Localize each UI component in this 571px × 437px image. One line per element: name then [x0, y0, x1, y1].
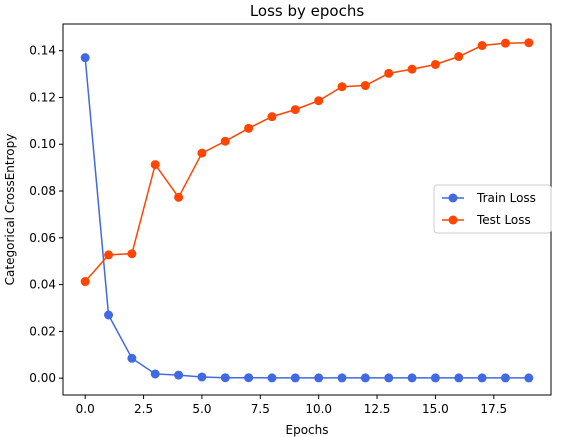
test-loss-point	[127, 249, 137, 259]
test-loss-point	[384, 68, 394, 78]
y-axis: 0.00 0.02 0.04 0.06 0.08 0.10 0.12 0.14	[29, 44, 63, 385]
test-loss-point	[500, 38, 510, 48]
train-loss-point	[430, 373, 440, 383]
chart-title: Loss by epochs	[250, 2, 365, 20]
y-tick-label: 0.14	[29, 44, 56, 58]
x-tick-label: 17.5	[480, 402, 507, 416]
x-axis-title: Epochs	[286, 423, 329, 437]
x-tick-label: 7.5	[251, 402, 270, 416]
train-loss-point	[150, 369, 160, 379]
test-loss-point	[407, 64, 417, 74]
test-loss-point	[454, 52, 464, 62]
y-tick-label: 0.02	[29, 324, 56, 338]
train-loss-legend-label: Train Loss	[476, 191, 536, 205]
x-tick-label: 0.0	[76, 402, 95, 416]
x-tick-label: 12.5	[364, 402, 391, 416]
train-loss-point	[407, 373, 417, 383]
test-loss-point	[244, 123, 254, 133]
train-loss-point	[244, 373, 254, 383]
train-loss-point	[500, 373, 510, 383]
train-loss-point	[220, 373, 230, 383]
train-loss-point	[524, 373, 534, 383]
train-loss-point	[267, 373, 277, 383]
test-loss-point	[314, 96, 324, 106]
y-tick-label: 0.12	[29, 90, 56, 104]
train-loss-point	[477, 373, 487, 383]
train-loss-legend-marker	[448, 193, 458, 203]
train-loss-point	[337, 373, 347, 383]
train-loss-point	[127, 353, 137, 363]
y-tick-label: 0.04	[29, 278, 56, 292]
test-loss-point	[220, 136, 230, 146]
test-loss-point	[337, 82, 347, 92]
legend: Train Loss Test Loss	[433, 184, 552, 234]
train-loss-point	[174, 370, 184, 380]
y-tick-label: 0.08	[29, 184, 56, 198]
test-loss-point	[360, 81, 370, 91]
train-loss-point	[104, 310, 114, 320]
plot-area	[80, 38, 534, 383]
train-loss-point	[384, 373, 394, 383]
x-tick-label: 5.0	[192, 402, 211, 416]
train-loss-point	[290, 373, 300, 383]
test-loss-point	[477, 41, 487, 51]
test-loss-legend-marker	[448, 215, 458, 225]
test-loss-legend-label: Test Loss	[476, 213, 531, 227]
x-tick-label: 15.0	[422, 402, 449, 416]
legend-box	[433, 184, 552, 234]
x-tick-label: 10.0	[305, 402, 332, 416]
y-tick-label: 0.10	[29, 137, 56, 151]
test-loss-point	[197, 148, 207, 158]
y-tick-label: 0.00	[29, 371, 56, 385]
x-axis: 0.0 2.5 5.0 7.5 10.0 12.5 15.0 17.5	[76, 395, 507, 416]
train-loss-point	[197, 372, 207, 382]
test-loss-point	[80, 277, 90, 287]
test-loss-point	[524, 38, 534, 48]
train-loss-point	[360, 373, 370, 383]
test-loss-point	[267, 112, 277, 122]
train-loss-point	[454, 373, 464, 383]
test-loss-point	[174, 192, 184, 202]
test-loss-point	[430, 59, 440, 69]
train-loss-point	[80, 53, 90, 63]
y-tick-label: 0.06	[29, 231, 56, 245]
test-loss-point	[290, 105, 300, 115]
test-loss-point	[104, 250, 114, 260]
train-loss-point	[314, 373, 324, 383]
y-axis-title: Categorical CrossEntropy	[3, 134, 17, 286]
x-tick-label: 2.5	[134, 402, 153, 416]
test-loss-point	[150, 160, 160, 170]
